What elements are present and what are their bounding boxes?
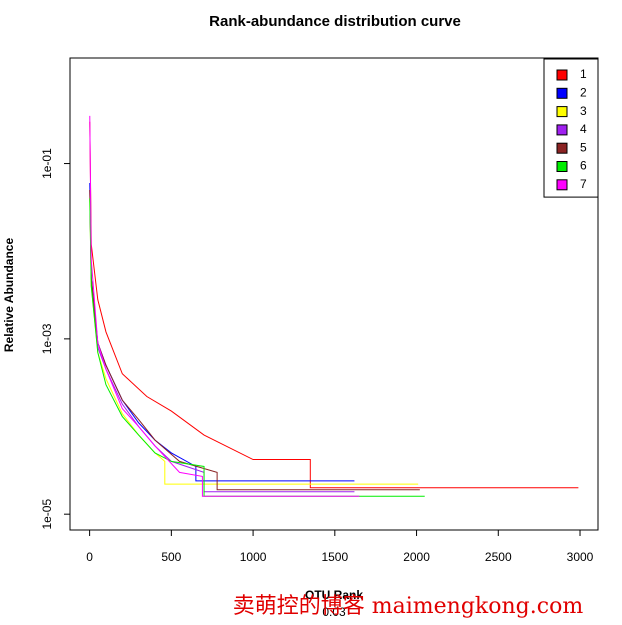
x-tick-label: 0 — [86, 550, 93, 564]
legend-swatch — [556, 106, 568, 118]
legend-label: 7 — [580, 177, 587, 191]
series-line — [89, 189, 420, 491]
legend-label: 2 — [580, 85, 587, 99]
legend-swatch — [556, 142, 568, 154]
watermark: 卖萌控的博客 maimengkong.com — [233, 594, 584, 619]
y-axis-label: Relative Abundance — [2, 238, 16, 353]
legend-swatch — [556, 87, 568, 99]
series-line — [89, 115, 360, 497]
x-tick-label: 500 — [161, 550, 181, 564]
legend-swatch — [556, 69, 568, 81]
subtitle: 0.03 — [322, 605, 346, 619]
y-tick-label: 1e-03 — [40, 323, 54, 354]
legend-swatch — [556, 161, 568, 172]
x-tick-label: 2000 — [403, 550, 430, 564]
series-line — [89, 182, 355, 482]
series-line — [89, 189, 355, 493]
x-tick-label: 1000 — [240, 550, 267, 564]
legend-label: 4 — [580, 122, 587, 136]
x-tick-label: 2500 — [485, 550, 512, 564]
legend-label: 3 — [580, 104, 587, 118]
legend-label: 6 — [580, 159, 587, 173]
x-tick-label: 3000 — [567, 550, 594, 564]
y-tick-label: 1e-01 — [40, 148, 54, 179]
series-line — [89, 198, 425, 497]
chart-title: Rank-abundance distribution curve — [209, 13, 461, 30]
legend-box — [543, 58, 599, 198]
legend-swatch — [556, 179, 568, 191]
legend-swatch — [556, 124, 568, 136]
x-tick-label: 1500 — [321, 550, 348, 564]
plot-frame — [69, 57, 599, 531]
y-tick-label: 1e-05 — [40, 499, 54, 530]
series-line — [89, 121, 579, 489]
legend-label: 5 — [580, 140, 587, 154]
x-axis-label: OTU Rank — [305, 588, 363, 602]
series-line — [89, 198, 419, 485]
legend-label: 1 — [580, 67, 587, 81]
